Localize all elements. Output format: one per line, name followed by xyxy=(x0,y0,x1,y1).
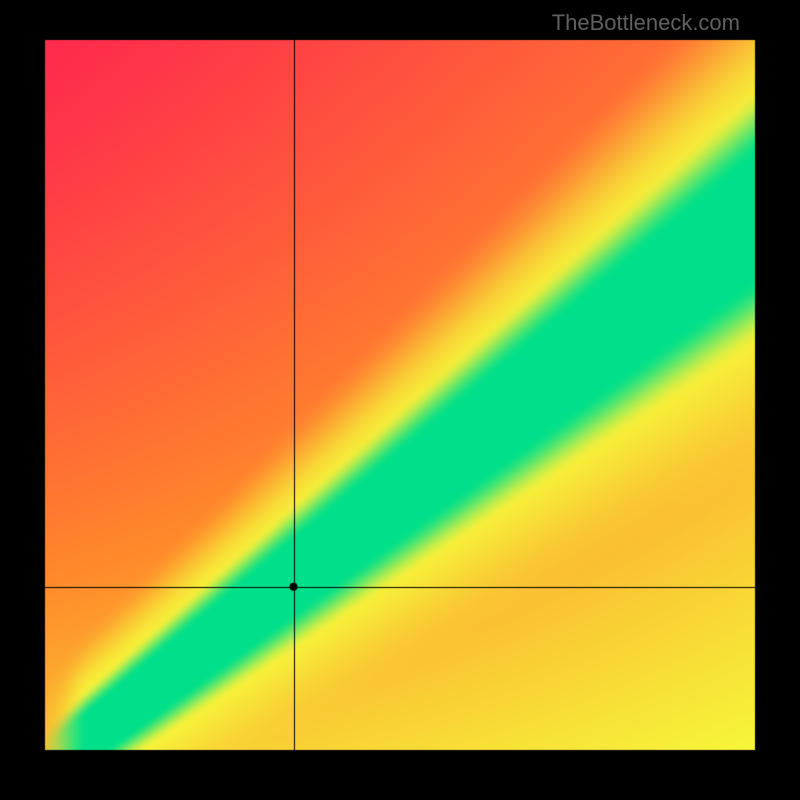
watermark-text: TheBottleneck.com xyxy=(552,10,740,36)
bottleneck-heatmap xyxy=(0,0,800,800)
